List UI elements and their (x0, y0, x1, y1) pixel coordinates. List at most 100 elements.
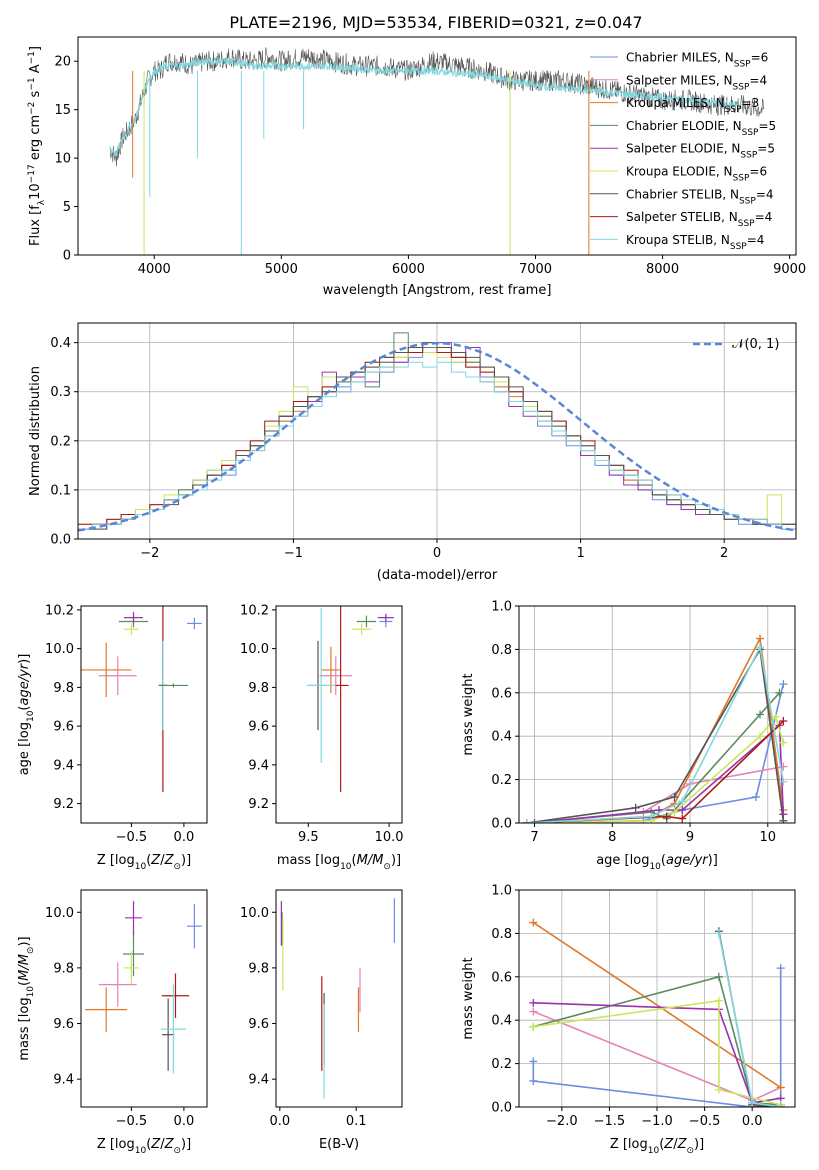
spectrum-lines (109, 47, 765, 255)
weight-marker (748, 1098, 757, 1107)
axes-frame (518, 889, 796, 1108)
weight-lines (529, 918, 785, 1107)
weight-marker (529, 1022, 538, 1031)
label-part: SSP (725, 105, 742, 115)
x-tick-label: −0.5 (689, 1114, 721, 1129)
weight-marker (779, 680, 788, 689)
errorbar-point (187, 617, 202, 630)
age-vs-Z-panel: −0.5 0.09.29.49.69.810.010.2Z [log10(Z/Z⊙… (17, 603, 208, 872)
label-part: Z [log (97, 1137, 135, 1152)
x-tick-label: −1.5 (594, 1114, 626, 1129)
x-axis-label: wavelength [Angstrom, rest frame] (323, 283, 552, 298)
label-part: age [log (17, 722, 32, 775)
x-tick-label: −2.0 (546, 1114, 578, 1129)
histogram-steps (78, 332, 796, 532)
label-part: ] (28, 46, 43, 51)
label-part: =5 (758, 119, 776, 133)
weight-lines (522, 634, 788, 823)
x-axis-label: Z [log10(Z/Z⊙)] (610, 1137, 704, 1156)
weight-marker (662, 812, 671, 821)
x-tick-label: 4000 (138, 262, 171, 277)
label-part: SSP (740, 151, 757, 161)
label-part: SSP (739, 196, 756, 206)
errorbars (85, 901, 202, 1074)
y-axis-label: mass weight (461, 957, 476, 1039)
weight-marker (776, 1083, 785, 1092)
y-tick-label: 0.4 (50, 336, 71, 351)
y-tick-label: 9.4 (248, 1073, 269, 1088)
errorbar-point (158, 683, 189, 688)
legend-entry: Salpeter MILES, NSSP=4 (626, 73, 767, 92)
label-part: −1 (27, 77, 37, 90)
legend: 𝒩(0, 1) (693, 337, 779, 352)
x-tick-label: 2 (720, 546, 728, 561)
spectrum-series-line (109, 56, 740, 156)
axes-frame (275, 889, 403, 1108)
errorbars (306, 606, 394, 792)
residuals-panel: −2 −1 0 1 2 0.0 0.1 0.2 0.3 0.4 (data-model)/error… (28, 322, 797, 583)
weight-marker (771, 712, 780, 721)
x-tick-label: 7 (530, 830, 538, 845)
legend-entry: Chabrier STELIB, NSSP=4 (626, 187, 774, 206)
y-tick-label: 20 (54, 55, 71, 70)
weight-marker (776, 964, 785, 973)
y-tick-label: 10.2 (45, 603, 74, 618)
weight-series-line (532, 921, 782, 1089)
y-tick-label: 9.4 (53, 1073, 74, 1088)
weight-marker (678, 797, 687, 806)
errorbar-point (356, 615, 377, 628)
errorbar-point (319, 656, 352, 696)
x-tick-label: −0.5 (116, 830, 148, 845)
label-part: 10 (26, 710, 36, 722)
label-part: Z (150, 1137, 161, 1152)
weight-marker (678, 814, 687, 823)
legend-entry: Salpeter STELIB, NSSP=4 (626, 210, 772, 229)
errorbar-point (377, 613, 394, 622)
label-part: / (673, 1137, 678, 1152)
label-part: ⊙ (173, 1146, 181, 1156)
weight-series-line (532, 968, 782, 1107)
x-tick-label: 0.0 (174, 830, 195, 845)
y-tick-label: 0.6 (491, 970, 512, 985)
y-tick-label: 9.8 (53, 681, 74, 696)
weight-series-line (533, 999, 781, 1106)
weight-marker (714, 929, 723, 938)
mass-vs-Z-panel: −0.5 0.09.49.69.810.0Z [log10(Z/Z⊙)]mass … (17, 889, 208, 1156)
errorbar-point (85, 987, 128, 1032)
weight-marker (529, 1057, 538, 1066)
errorbar-point (98, 962, 137, 1007)
label-part: age [log (596, 853, 649, 868)
label-part: =6 (751, 51, 769, 65)
weight-marker (775, 688, 784, 697)
legend-entry: Kroupa MILES, NSSP=3 (626, 96, 759, 115)
y-axis-label: Normed distribution (28, 366, 43, 496)
label-part: M/M (357, 853, 384, 868)
label-part: −17 (27, 164, 37, 183)
spectrum-panel: 4000 5000 6000 7000 8000 9000 0 5 10 15 20 waveleng… (27, 36, 806, 298)
y-tick-label: 9.2 (248, 797, 269, 812)
errorbar-point (124, 611, 143, 624)
y-tick-label: 9.2 (53, 797, 74, 812)
x-tick-label: 10 (760, 830, 777, 845)
weight-marker (752, 792, 761, 801)
label-part: Kroupa ELODIE, N (626, 165, 733, 179)
label-part: ( (17, 981, 32, 986)
label-part: ⊙ (173, 862, 181, 872)
y-axis-label: Flux [fλ10−17 erg cm−2 s−1 A−1] (27, 46, 47, 246)
weight-marker (522, 819, 531, 823)
label-part: E(B-V) (319, 1137, 359, 1152)
x-axis-label: Z [log10(Z/Z⊙)] (97, 853, 191, 872)
weight-series-line (526, 715, 785, 823)
errorbar-point (124, 951, 139, 985)
weight-series-line (533, 975, 781, 1106)
label-part: )] (694, 1137, 704, 1152)
x-tick-label: 0.0 (742, 1114, 763, 1129)
x-tick-label: 8000 (646, 262, 679, 277)
x-axis-label: (data-model)/error (377, 568, 498, 583)
label-part: ⊙ (383, 862, 391, 872)
label-part: )] (708, 853, 718, 868)
plots-layer: 4000 5000 6000 7000 8000 900005101520waveleng… (17, 36, 806, 1156)
y-tick-label: 9.6 (53, 720, 74, 735)
x-tick-label: 8 (608, 830, 616, 845)
